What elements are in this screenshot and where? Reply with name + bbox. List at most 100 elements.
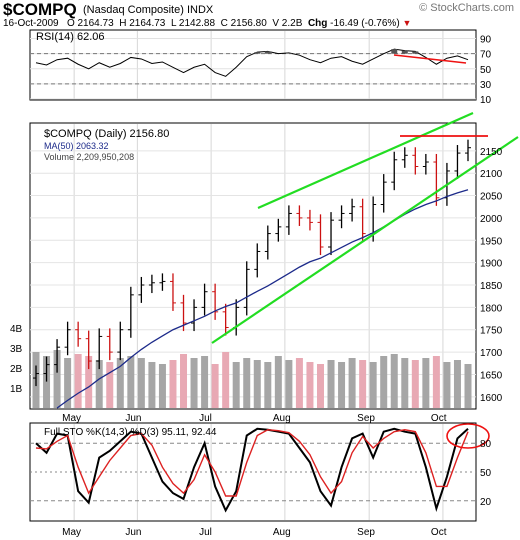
volume-bar bbox=[222, 352, 230, 408]
x-tick-label-price: Jun bbox=[125, 413, 141, 424]
x-tick-label-price: Oct bbox=[431, 413, 447, 424]
price-tick-label: 1700 bbox=[480, 348, 503, 359]
x-tick-label-price: Aug bbox=[273, 413, 291, 424]
volume-bar bbox=[169, 360, 177, 408]
symbol-title: $COMPQ bbox=[3, 0, 77, 19]
volume-bar bbox=[338, 362, 346, 408]
volume-bar bbox=[432, 356, 440, 408]
rsi-legend: RSI(14) 62.06 bbox=[36, 31, 104, 43]
upper-trendline bbox=[257, 111, 474, 210]
price-tick-label: 1600 bbox=[480, 393, 503, 404]
x-tick-label-sto: Oct bbox=[431, 527, 447, 538]
price-tick-label: 1950 bbox=[480, 236, 503, 247]
sto-tick-label: 80 bbox=[480, 439, 492, 450]
quote-close: C 2156.80 bbox=[220, 18, 267, 29]
x-tick-label-sto: Aug bbox=[273, 527, 291, 538]
volume-bar bbox=[295, 358, 303, 408]
volume-bar bbox=[369, 362, 377, 408]
volume-bar bbox=[148, 362, 156, 408]
down-arrow-icon: ▼ bbox=[402, 18, 412, 28]
volume-bar bbox=[64, 358, 72, 408]
volume-bar bbox=[390, 354, 398, 408]
x-tick-label-sto: Jul bbox=[199, 527, 212, 538]
rsi-tick-label: 10 bbox=[480, 95, 492, 106]
volume-bar bbox=[274, 356, 282, 408]
rsi-tick-label: 70 bbox=[480, 50, 492, 61]
volume-bar bbox=[74, 354, 82, 408]
volume-bar bbox=[422, 358, 430, 408]
chart-header: $COMPQ (Nasdaq Composite) INDX © StockCh… bbox=[0, 0, 520, 30]
volume-tick-label: 3B bbox=[10, 344, 23, 355]
price-tick-label: 2100 bbox=[480, 169, 503, 180]
sto-k-line bbox=[35, 427, 469, 513]
rsi-divergence-line bbox=[393, 54, 467, 64]
volume-bar bbox=[127, 356, 135, 408]
x-tick-label-price: May bbox=[62, 413, 81, 424]
volume-bar bbox=[443, 362, 451, 408]
rsi-tick-label: 90 bbox=[480, 35, 492, 46]
volume-bar bbox=[232, 362, 240, 408]
volume-bar bbox=[306, 362, 314, 408]
sto-highlight-circle bbox=[446, 423, 490, 449]
index-name: (Nasdaq Composite) INDX bbox=[83, 4, 213, 16]
price-tick-label: 1900 bbox=[480, 259, 503, 270]
volume-bar bbox=[180, 354, 188, 408]
volume-bar bbox=[190, 358, 198, 408]
volume-bar bbox=[316, 364, 324, 408]
volume-bar bbox=[401, 358, 409, 408]
quote-low: L 2142.88 bbox=[170, 18, 216, 29]
quote-date: 16-Oct-2009 bbox=[3, 18, 59, 29]
volume-bar bbox=[43, 356, 51, 408]
volume-bar bbox=[285, 360, 293, 408]
sto-d-line bbox=[35, 429, 469, 497]
ma-legend: MA(50) 2063.32 bbox=[44, 141, 109, 151]
volume-bar bbox=[201, 356, 209, 408]
volume-bar bbox=[158, 364, 166, 408]
volume-bar bbox=[453, 360, 461, 408]
quote-chg-label: Chg bbox=[307, 18, 328, 29]
lower-trendline bbox=[211, 136, 519, 344]
volume-bar bbox=[211, 364, 219, 408]
sto-tick-label: 20 bbox=[480, 497, 492, 508]
volume-bar bbox=[380, 356, 388, 408]
volume-bar bbox=[348, 358, 356, 408]
volume-bar bbox=[264, 362, 272, 408]
quote-open: O 2164.73 bbox=[66, 18, 114, 29]
rsi-tick-label: 30 bbox=[480, 80, 492, 91]
volume-legend: Volume 2,209,950,208 bbox=[44, 152, 134, 162]
watermark: © StockCharts.com bbox=[419, 2, 514, 14]
quote-line: 16-Oct-2009 O 2164.73 H 2164.73 L 2142.8… bbox=[3, 18, 411, 29]
volume-bar bbox=[359, 360, 367, 408]
price-tick-label: 2150 bbox=[480, 147, 503, 158]
exchange-label: INDX bbox=[186, 4, 214, 16]
volume-bar bbox=[411, 360, 419, 408]
volume-bar bbox=[53, 350, 61, 408]
volume-tick-label: 1B bbox=[10, 384, 23, 395]
volume-bar bbox=[327, 360, 335, 408]
quote-volume: V 2.2B bbox=[272, 18, 303, 29]
x-tick-label-price: Sep bbox=[357, 413, 375, 424]
sto-tick-label: 50 bbox=[480, 468, 492, 479]
price-tick-label: 2000 bbox=[480, 214, 503, 225]
price-legend: $COMPQ (Daily) 2156.80 bbox=[44, 128, 169, 140]
x-tick-label-sto: Jun bbox=[125, 527, 141, 538]
volume-bar bbox=[85, 356, 93, 408]
volume-bar bbox=[464, 364, 472, 408]
volume-bar bbox=[253, 360, 261, 408]
x-tick-label-sto: May bbox=[62, 527, 81, 538]
price-tick-label: 1650 bbox=[480, 370, 503, 381]
sto-legend: Full STO %K(14,3) %D(3) 95.11, 92.44 bbox=[44, 427, 217, 438]
quote-chg-value: -16.49 (-0.76%) bbox=[330, 18, 400, 29]
price-tick-label: 1800 bbox=[480, 303, 503, 314]
volume-tick-label: 4B bbox=[10, 324, 23, 335]
index-full-name: (Nasdaq Composite) bbox=[83, 4, 184, 16]
rsi-tick-label: 50 bbox=[480, 65, 492, 76]
quote-high: H 2164.73 bbox=[119, 18, 166, 29]
volume-bar bbox=[116, 358, 124, 408]
x-tick-label-sto: Sep bbox=[357, 527, 375, 538]
volume-bar bbox=[95, 360, 103, 408]
volume-bar bbox=[137, 358, 145, 408]
x-tick-label-price: Jul bbox=[199, 413, 212, 424]
volume-tick-label: 2B bbox=[10, 364, 23, 375]
